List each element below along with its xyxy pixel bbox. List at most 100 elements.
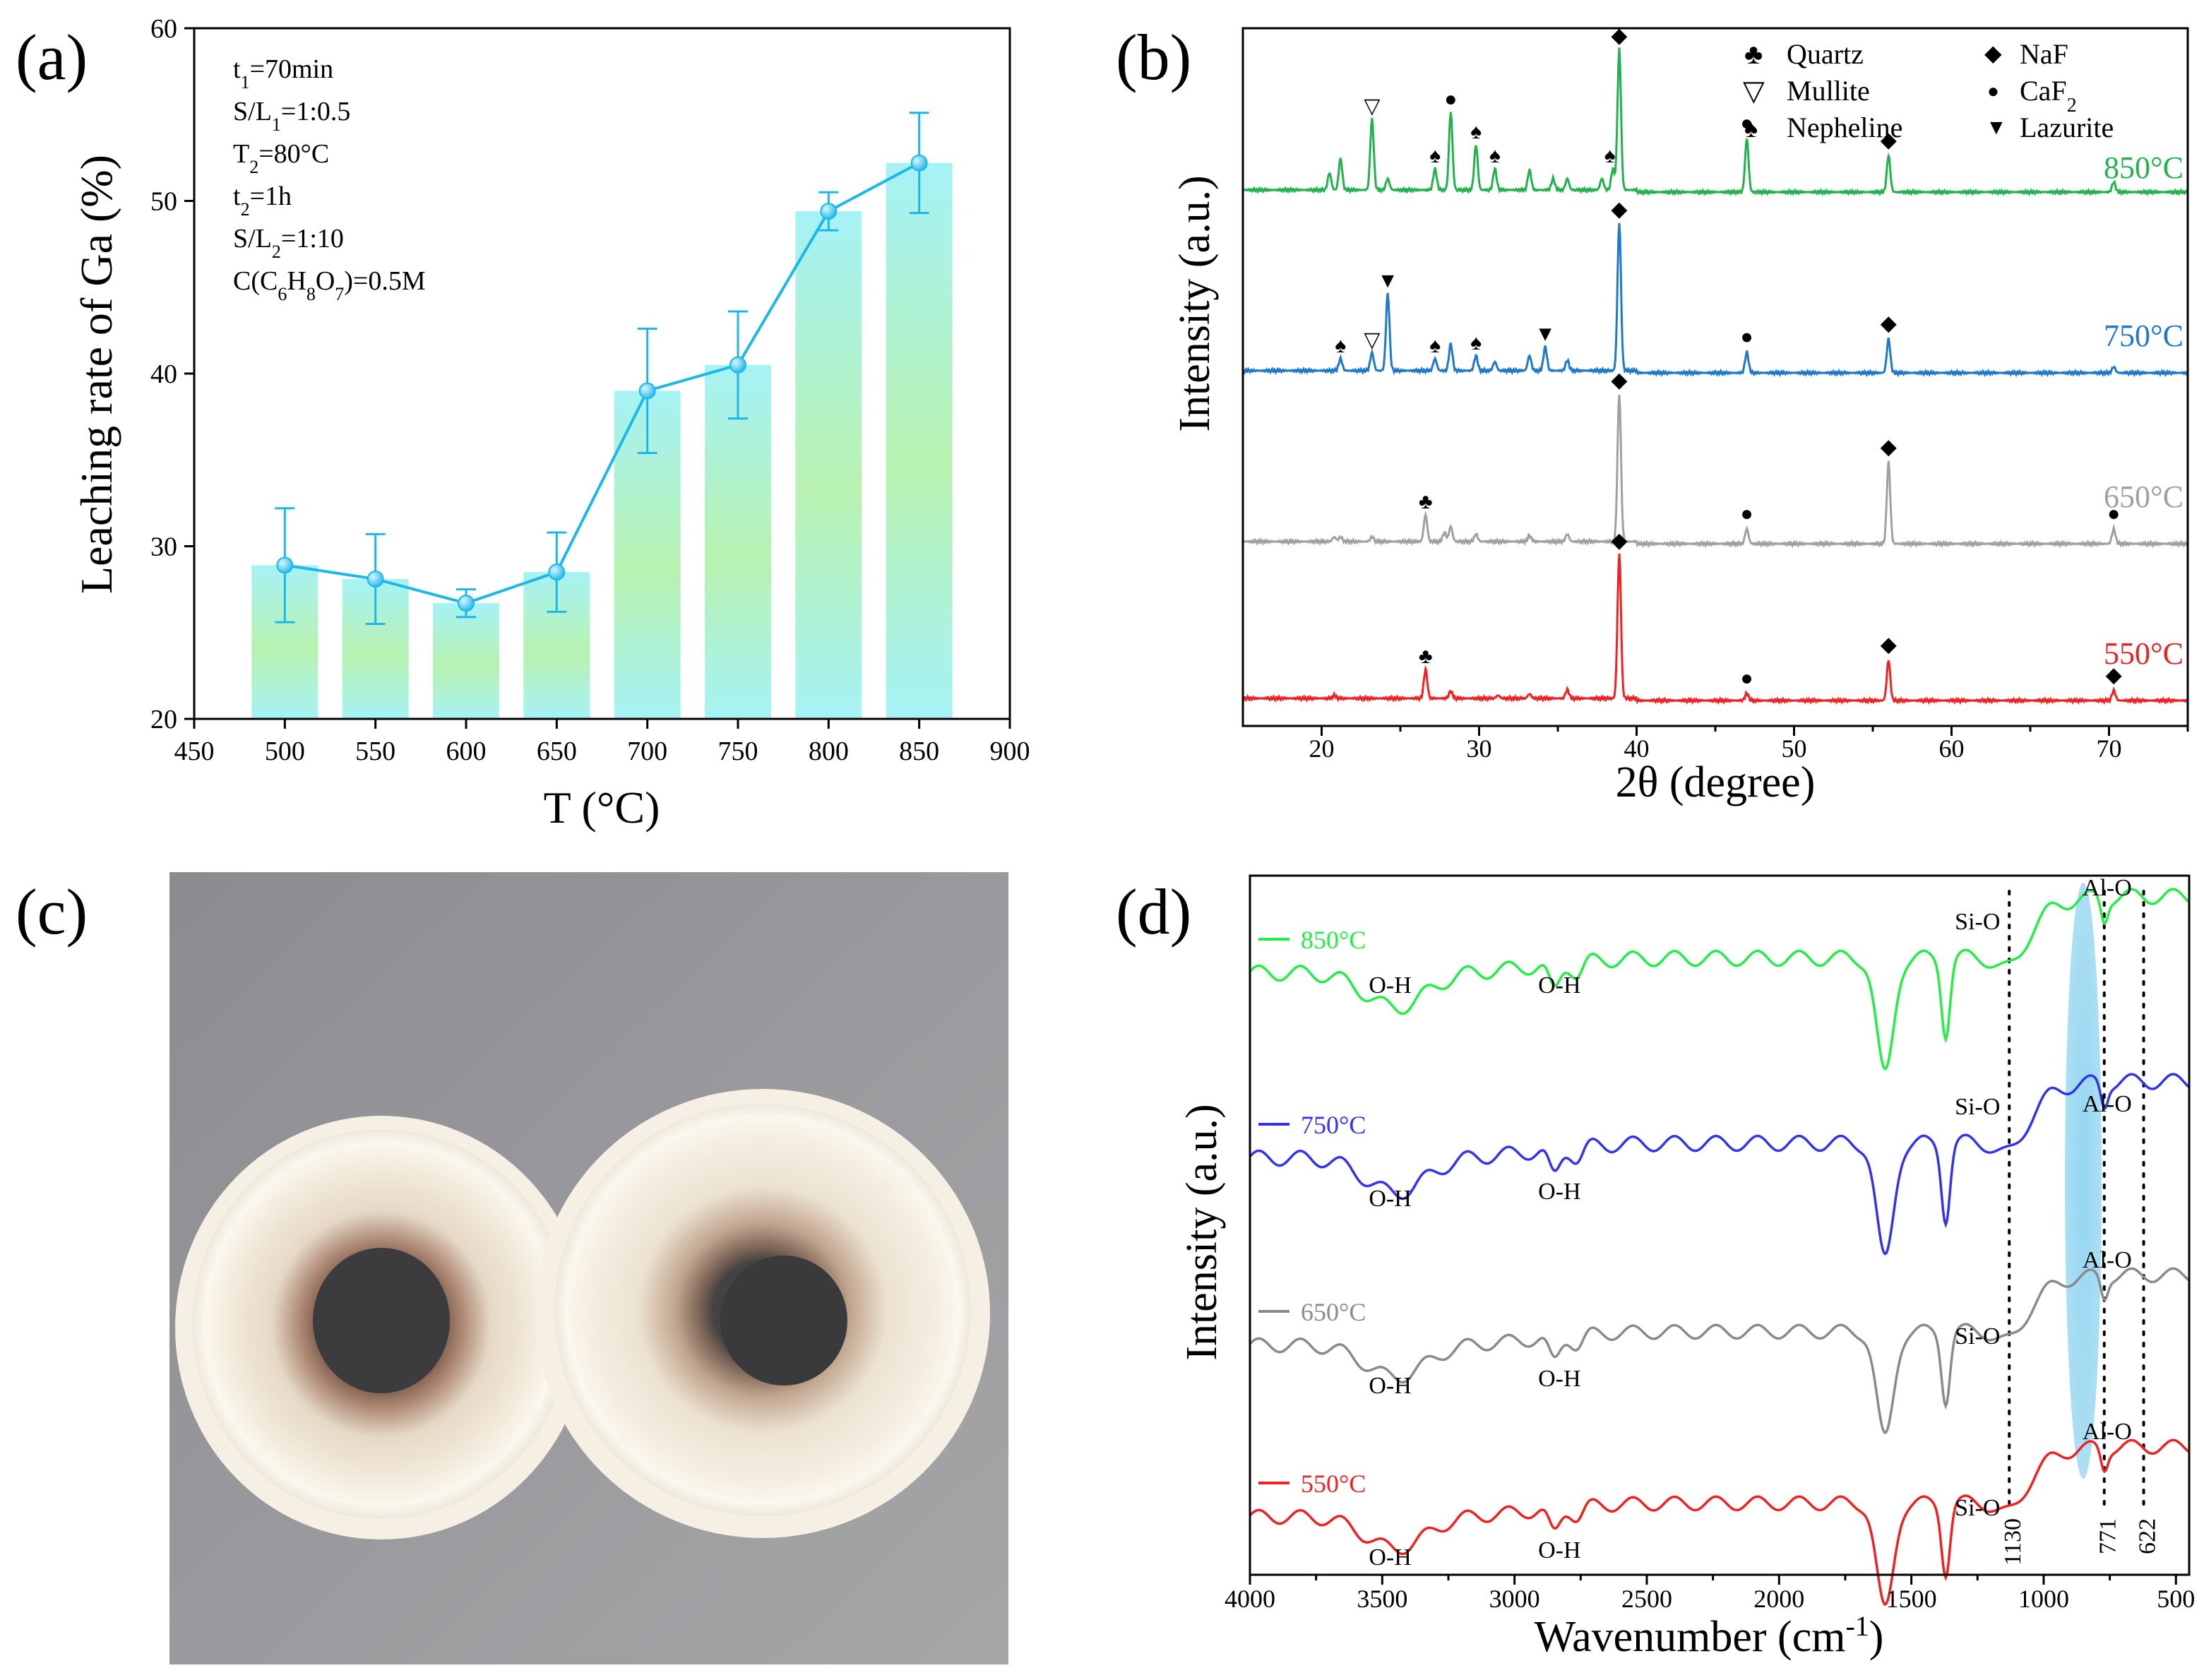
point-800	[820, 203, 838, 220]
bar-750	[705, 364, 771, 719]
bar-800	[795, 211, 862, 719]
condition-t2-temp: T2=80°C	[233, 139, 329, 177]
y-ticks: 20 30 40 50 60	[150, 14, 194, 734]
series-labels: 850°C 750°C 650°C 550°C	[2104, 150, 2184, 671]
label-si-o: Si-O	[1955, 909, 2000, 935]
reference-label-1130: 1130	[2000, 1518, 2026, 1566]
condition-sl1: S/L1=1:0.5	[233, 97, 350, 135]
crucible-left-residue	[313, 1248, 450, 1393]
phase-marker: ◆	[1611, 24, 1627, 47]
data-points	[276, 154, 928, 612]
condition-t2-time: t2=1h	[233, 181, 292, 220]
label-al-o: Al-O	[2083, 1091, 2132, 1117]
svg-text:Quartz: Quartz	[1787, 38, 1864, 70]
reference-label-622: 622	[2135, 1518, 2161, 1554]
xrd-trace-650°C	[1242, 394, 2189, 549]
panel-d-ftir-chart: (d) 1130 771 622 850°CO-H O-HSi-OAl-O750°CO…	[1116, 874, 2195, 1662]
y-tick-label: 60	[150, 14, 177, 44]
label-oh-sharp: O-H	[1538, 972, 1580, 999]
label-al-o: Al-O	[2083, 1247, 2132, 1273]
label-oh-sharp: O-H	[1538, 1537, 1580, 1563]
x-tick-label: 1000	[2018, 1585, 2069, 1613]
svg-text:CaF2: CaF2	[2020, 75, 2077, 117]
y-axis-label: Intensity (a.u.)	[1171, 175, 1219, 431]
phase-marker: ◆	[1611, 529, 1627, 552]
bar-600	[433, 603, 499, 719]
point-700	[638, 382, 656, 400]
y-tick-label: 50	[150, 187, 177, 217]
phase-marker: ◆	[1611, 198, 1627, 221]
crucibles-photo-icon	[169, 872, 1008, 1664]
series-label-650°C: 650°C	[1301, 1298, 1366, 1326]
series-label-750°C: 750°C	[2104, 318, 2184, 353]
ftir-trace-650°C	[1249, 1267, 2191, 1435]
label-oh-broad: O-H	[1369, 1186, 1411, 1212]
point-500	[276, 556, 294, 574]
x-tick-label: 2500	[1621, 1585, 1672, 1613]
phase-marker: ●	[1741, 112, 1753, 135]
svg-text:▽: ▽	[1743, 75, 1765, 107]
x-tick-label: 750	[718, 737, 758, 766]
phase-marker: ▽	[1364, 95, 1380, 118]
x-tick-label: 30	[1467, 734, 1492, 763]
x-tick-label: 4000	[1225, 1585, 1275, 1613]
reference-label-771: 771	[2095, 1518, 2121, 1554]
x-axis-label: Wavenumber (cm-1)	[1535, 1610, 1884, 1662]
label-oh-broad: O-H	[1369, 972, 1411, 999]
reference-lines: 1130 771 622	[2000, 890, 2161, 1566]
label-al-o: Al-O	[2083, 875, 2132, 901]
label-si-o: Si-O	[1955, 1094, 2000, 1120]
phase-marker: ♣	[1419, 490, 1433, 513]
phase-marker: ♠	[1429, 144, 1441, 167]
bar-series	[251, 162, 953, 719]
phase-marker: ●	[1444, 88, 1457, 111]
panel-b-label: (b)	[1116, 21, 1191, 93]
phase-marker: ◆	[1611, 369, 1627, 392]
phase-marker: ●	[2107, 502, 2120, 525]
svg-text:NaF: NaF	[2020, 38, 2068, 70]
plot-frame	[1249, 874, 2191, 1576]
phase-marker: ◆	[1881, 436, 1897, 459]
y-tick-label: 20	[150, 705, 177, 734]
x-tick-label: 650	[537, 737, 577, 766]
series-label-650°C: 650°C	[2104, 479, 2184, 514]
x-tick-label: 3500	[1357, 1585, 1407, 1613]
phase-marker: ◆	[2106, 664, 2122, 687]
bar-850	[886, 162, 953, 719]
panel-d-label: (d)	[1116, 876, 1191, 948]
phase-marker: ●	[1741, 326, 1753, 349]
label-al-o: Al-O	[2083, 1419, 2132, 1445]
panel-a-label: (a)	[16, 21, 88, 93]
x-axis-label: T (°C)	[544, 782, 660, 833]
svg-text:●: ●	[1987, 81, 1999, 102]
series-label-850°C: 850°C	[1301, 926, 1366, 954]
point-750	[729, 356, 746, 374]
panel-c-label: (c)	[16, 876, 88, 948]
phase-marker: ▼	[1377, 269, 1398, 292]
x-tick-label: 700	[627, 737, 667, 766]
x-tick-label: 2000	[1753, 1585, 1804, 1613]
phase-marker: ●	[1741, 502, 1753, 525]
legend-mullite: ▽ Mullite	[1743, 75, 1870, 107]
x-axis-label: 2θ (degree)	[1616, 758, 1816, 806]
ftir-trace-750°C	[1249, 1073, 2191, 1256]
svg-text:Mullite: Mullite	[1787, 75, 1870, 107]
x-tick-label: 900	[990, 737, 1030, 766]
point-550	[367, 570, 384, 588]
label-oh-sharp: O-H	[1538, 1366, 1580, 1392]
x-tick-label: 3000	[1489, 1585, 1540, 1613]
phase-marker: ◆	[1881, 312, 1897, 335]
x-tick-label: 50	[1782, 734, 1807, 763]
condition-sl2: S/L2=1:10	[233, 224, 344, 262]
phase-marker: ♠	[1604, 144, 1616, 167]
x-ticks: 450 500 550 600 650 700 750 800 850 900	[174, 719, 1030, 766]
phase-marker: ◆	[1881, 129, 1897, 152]
label-si-o: Si-O	[1955, 1323, 2000, 1350]
svg-text:◆: ◆	[1984, 40, 2002, 66]
xrd-trace-750°C	[1241, 222, 2189, 378]
legend-naf: ◆ NaF	[1984, 38, 2068, 70]
phase-legend: ♣ Quartz ◆ NaF ▽ Mullite ● CaF2 ♠ Nepheline ▼…	[1743, 38, 2114, 143]
x-tick-label: 20	[1309, 734, 1335, 763]
